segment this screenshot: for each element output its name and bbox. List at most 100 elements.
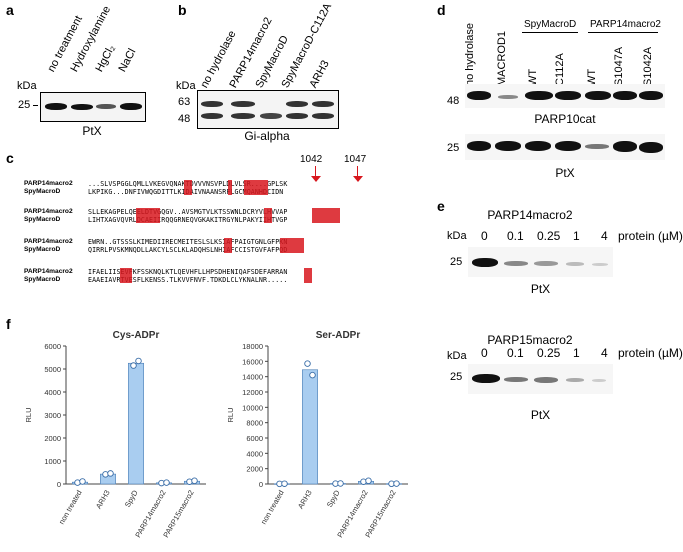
western-blot-b	[197, 90, 339, 129]
y-tick-label: 5000	[44, 365, 61, 374]
western-blot-d-parp10cat	[465, 84, 665, 108]
conc-label: 0.1	[507, 346, 524, 360]
band	[45, 103, 67, 110]
conserved-highlight	[280, 238, 296, 253]
y-tick-label: 2000	[44, 434, 61, 443]
band	[312, 101, 334, 107]
conserved-highlight	[296, 238, 304, 253]
y-tick-label: 3000	[44, 411, 61, 420]
band	[201, 113, 223, 119]
data-point	[163, 479, 170, 486]
kda-mark: 25	[447, 142, 460, 154]
band	[231, 113, 255, 119]
band	[504, 377, 528, 382]
group-label: PARP14macro2	[590, 19, 661, 30]
lane-label: S1042A	[642, 46, 654, 86]
y-tick-label: 12000	[242, 388, 263, 397]
group-label: SpyMacroD	[524, 19, 577, 30]
data-point	[393, 480, 400, 487]
blot-title: PARP15macro2	[487, 333, 573, 347]
y-tick-label: 0	[259, 480, 263, 489]
data-point	[79, 478, 86, 485]
band	[472, 374, 500, 383]
band	[498, 95, 518, 99]
band	[71, 104, 93, 110]
x-tick-label: SpyD	[325, 488, 342, 509]
band	[286, 101, 308, 107]
seq-line: QIRRLPVSKMNQDLLAKCYLSCLKLADQHSLNHIAFCCIS…	[88, 246, 288, 254]
blot-caption: PtX	[82, 124, 102, 138]
residue-marker: 1047	[344, 154, 367, 165]
conc-label: 1	[573, 229, 580, 243]
y-tick-label: 2000	[246, 465, 263, 474]
conserved-highlight	[304, 268, 312, 283]
lane-label: NaCl	[116, 46, 139, 74]
conserved-highlight	[228, 180, 232, 195]
panel-letter-d: d	[437, 2, 446, 18]
band	[260, 113, 282, 119]
y-tick-label: 4000	[44, 388, 61, 397]
conc-label: 0.1	[507, 229, 524, 243]
band	[555, 91, 581, 100]
band	[534, 377, 558, 383]
conc-label: 1	[573, 346, 580, 360]
group-line	[588, 32, 658, 33]
arrow-down-icon	[311, 176, 321, 182]
blot-caption: PtX	[555, 166, 575, 180]
band	[566, 378, 584, 382]
band	[592, 379, 606, 382]
y-tick-label: 8000	[246, 419, 263, 428]
residue-marker: 1042	[300, 154, 323, 165]
western-blot-e-parp14	[468, 247, 613, 277]
band	[201, 101, 223, 107]
kda-label: kDa	[447, 230, 467, 242]
data-point	[309, 371, 316, 379]
y-tick-label: 6000	[44, 342, 61, 351]
data-point	[135, 357, 142, 365]
lane-label: no hydrolase	[464, 23, 476, 86]
arrow-1042-shaft	[315, 166, 316, 179]
unit-label: protein (µM)	[618, 229, 683, 243]
band	[592, 263, 608, 266]
y-tick-label: 16000	[242, 357, 263, 366]
data-point	[365, 477, 372, 485]
y-axis-label: RLU	[24, 407, 33, 422]
kda-mark: 25	[450, 371, 463, 383]
seq-name: PARP14macro2	[24, 208, 73, 215]
seq-line: SLLEKAGPELQEELDTVGQGV..AVSMGTVLKTSSWNLDC…	[88, 208, 288, 216]
data-point	[304, 360, 311, 367]
kda-mark: 48	[178, 113, 191, 125]
seq-name: PARP14macro2	[24, 268, 73, 275]
band	[525, 91, 553, 100]
lane-label: ARH3	[307, 58, 332, 90]
band	[504, 261, 528, 266]
western-blot-d-ptx	[465, 134, 665, 160]
band	[555, 141, 581, 151]
lane-label: MACROD1	[496, 30, 508, 86]
data-point	[130, 362, 137, 369]
blot-caption: PtX	[530, 282, 551, 296]
kda-mark: 25	[450, 256, 463, 268]
band	[585, 144, 609, 149]
chart-title: Ser-ADPr	[316, 330, 361, 341]
blot-caption: PtX	[530, 408, 551, 422]
kda-mark: 63	[178, 96, 191, 108]
kda-label: kDa	[176, 80, 196, 92]
band	[467, 91, 491, 100]
band	[472, 258, 498, 267]
band	[639, 91, 663, 100]
y-tick-label: 1000	[44, 457, 61, 466]
seq-name: SpyMacroD	[24, 216, 61, 223]
conc-label: 4	[601, 229, 608, 243]
x-tick-label: non treated	[57, 489, 84, 526]
lane-label: C112A	[554, 53, 566, 86]
y-tick-label: 18000	[242, 342, 263, 351]
kda-label: kDa	[447, 350, 467, 362]
bar-chart-ser-adpr: Ser-ADPr 0 2000 4000 6000 8000 10000 12000 14000…	[226, 330, 408, 539]
y-tick-label: 4000	[246, 449, 263, 458]
x-tick-label: PARP15macro2	[161, 489, 195, 540]
band	[525, 141, 551, 151]
panel-letter-a: a	[6, 2, 14, 18]
data-point	[281, 480, 288, 487]
panel-letter-f: f	[6, 316, 11, 332]
